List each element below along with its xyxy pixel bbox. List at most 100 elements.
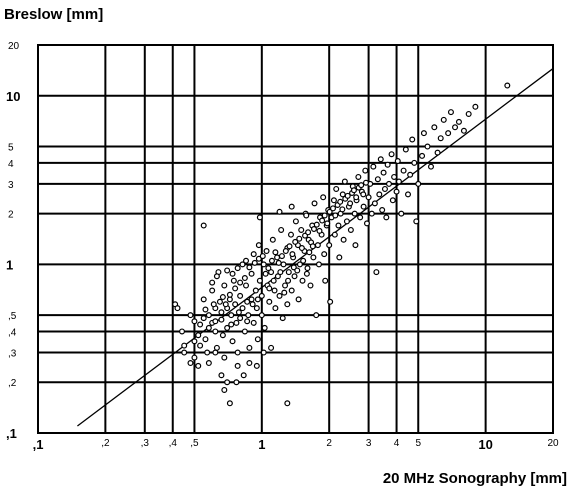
data-point bbox=[226, 400, 233, 407]
data-point bbox=[357, 214, 364, 221]
data-point bbox=[255, 255, 262, 262]
data-point bbox=[251, 259, 258, 266]
data-point bbox=[252, 287, 259, 294]
data-point bbox=[504, 82, 511, 89]
data-point bbox=[362, 179, 369, 186]
data-point bbox=[419, 152, 426, 159]
y-tick-label: 3 bbox=[8, 180, 14, 191]
data-point bbox=[274, 273, 281, 280]
x-tick-label: 5 bbox=[415, 438, 421, 449]
data-point bbox=[276, 208, 283, 215]
data-point bbox=[274, 254, 281, 261]
data-point bbox=[241, 328, 248, 335]
data-point bbox=[260, 261, 267, 268]
data-point bbox=[266, 298, 273, 305]
x-tick-label: ,2 bbox=[101, 438, 110, 449]
data-point bbox=[405, 191, 412, 198]
data-point bbox=[179, 328, 186, 335]
data-point bbox=[343, 218, 350, 225]
data-point bbox=[268, 269, 275, 276]
data-point bbox=[249, 301, 256, 308]
data-point bbox=[374, 176, 381, 183]
data-point bbox=[262, 270, 269, 277]
x-tick-label: 4 bbox=[394, 438, 400, 449]
data-point bbox=[298, 226, 305, 233]
y-tick-label: 4 bbox=[8, 159, 14, 170]
plot-frame bbox=[37, 44, 554, 434]
data-point bbox=[360, 203, 367, 210]
data-point bbox=[266, 285, 273, 292]
data-point bbox=[253, 305, 260, 312]
data-point bbox=[187, 360, 194, 367]
data-point bbox=[243, 282, 250, 289]
data-point bbox=[344, 192, 351, 199]
data-point bbox=[350, 187, 357, 194]
data-point bbox=[420, 130, 427, 137]
data-point bbox=[340, 236, 347, 243]
data-point bbox=[234, 265, 241, 272]
data-point bbox=[213, 344, 220, 351]
data-point bbox=[313, 312, 320, 319]
data-point bbox=[292, 238, 299, 245]
data-point bbox=[307, 282, 314, 289]
data-point bbox=[313, 221, 320, 228]
data-point bbox=[174, 305, 181, 312]
data-point bbox=[254, 296, 261, 303]
data-point bbox=[202, 306, 209, 313]
data-point bbox=[319, 217, 326, 224]
data-point bbox=[224, 379, 231, 386]
data-point bbox=[339, 206, 346, 213]
data-point bbox=[224, 324, 231, 331]
data-point bbox=[304, 265, 311, 272]
data-point bbox=[212, 318, 219, 325]
data-point bbox=[360, 191, 367, 198]
data-point bbox=[202, 336, 209, 343]
data-point bbox=[370, 163, 377, 170]
data-point bbox=[294, 267, 301, 274]
data-point bbox=[424, 143, 431, 150]
data-point bbox=[204, 349, 211, 356]
data-point bbox=[278, 253, 285, 260]
data-point bbox=[321, 251, 328, 258]
data-point bbox=[246, 344, 253, 351]
data-point bbox=[447, 109, 454, 116]
data-point bbox=[229, 338, 236, 345]
data-point bbox=[210, 301, 217, 308]
data-point bbox=[400, 167, 407, 174]
x-tick-label: ,4 bbox=[169, 438, 178, 449]
data-point bbox=[305, 229, 312, 236]
data-point bbox=[235, 309, 242, 316]
data-point bbox=[233, 379, 240, 386]
data-point bbox=[395, 178, 402, 185]
data-point bbox=[240, 372, 247, 379]
data-point bbox=[415, 180, 422, 187]
data-point bbox=[256, 214, 263, 221]
data-point bbox=[197, 321, 204, 328]
data-point bbox=[322, 277, 329, 284]
data-point bbox=[232, 301, 239, 308]
data-point bbox=[288, 287, 295, 294]
data-point bbox=[437, 135, 444, 142]
data-point bbox=[363, 220, 370, 227]
data-point bbox=[321, 212, 328, 219]
data-point bbox=[246, 264, 253, 271]
data-point bbox=[347, 200, 354, 207]
data-point bbox=[224, 267, 231, 274]
data-point bbox=[292, 218, 299, 225]
data-point bbox=[310, 254, 317, 261]
data-point bbox=[337, 198, 344, 205]
data-point bbox=[200, 222, 207, 229]
data-point bbox=[431, 124, 438, 131]
data-point bbox=[181, 342, 188, 349]
data-point bbox=[191, 338, 198, 345]
data-point bbox=[472, 103, 479, 110]
x-tick-label: 2 bbox=[326, 438, 332, 449]
data-point bbox=[263, 248, 270, 255]
data-point bbox=[255, 242, 262, 249]
data-point bbox=[221, 282, 228, 289]
data-point bbox=[434, 149, 441, 156]
y-tick-label: 1 bbox=[6, 257, 13, 272]
data-point bbox=[326, 208, 333, 215]
data-point bbox=[248, 270, 255, 277]
